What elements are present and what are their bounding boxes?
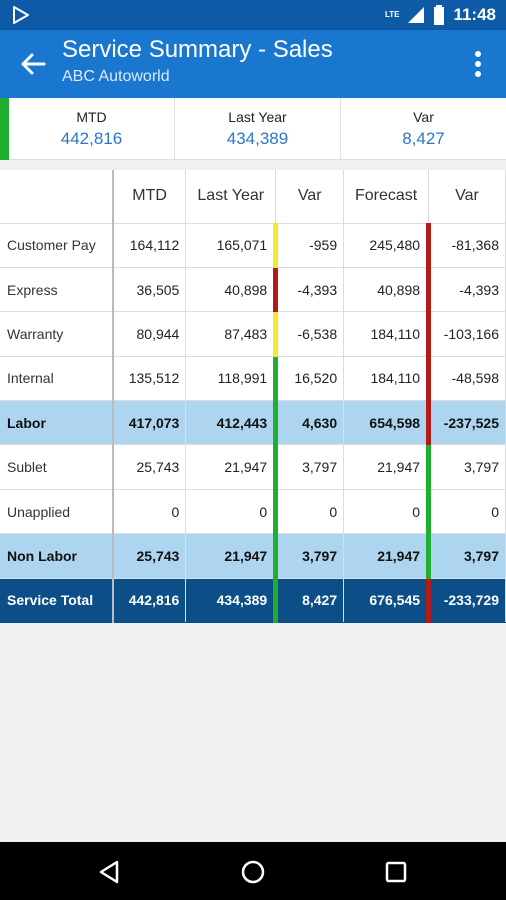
home-circle-icon[interactable] <box>238 857 268 887</box>
network-type-label: LTE <box>384 10 400 19</box>
cell-var: -6,538 <box>273 311 345 357</box>
summary-value: 442,816 <box>60 129 123 148</box>
table-row[interactable]: Customer Pay 164,112 165,071 -959 245,480 -81… <box>0 223 506 268</box>
more-vert-icon[interactable] <box>470 50 486 78</box>
navigation-bar <box>0 842 506 900</box>
cell-forecast: 654,598 <box>343 400 430 446</box>
back-triangle-icon[interactable] <box>95 857 125 887</box>
signal-icon <box>408 7 425 23</box>
cell-var: -959 <box>273 223 345 268</box>
cell-last-year: 21,947 <box>185 444 277 490</box>
cell-last-year: 434,389 <box>185 578 277 624</box>
cell-var: 8,427 <box>273 578 345 624</box>
table-row[interactable]: Non Labor 25,743 21,947 3,797 21,947 3,797 <box>0 533 506 579</box>
column-header-last-year: Last Year <box>185 170 277 224</box>
summary-value: 8,427 <box>402 129 445 148</box>
table-header-row: MTD Last Year Var Forecast Var <box>0 170 506 224</box>
cell-mtd: 0 <box>112 489 187 535</box>
summary-var[interactable]: Var 8,427 <box>341 98 506 159</box>
row-label: Service Total <box>0 578 114 624</box>
summary-accent-bar <box>0 98 9 160</box>
cell-forecast-var: -233,729 <box>426 578 506 624</box>
row-label: Sublet <box>0 444 114 490</box>
cell-mtd: 442,816 <box>112 578 187 624</box>
cell-forecast-var: 3,797 <box>426 533 506 579</box>
cell-mtd: 25,743 <box>112 533 187 579</box>
table-row[interactable]: Labor 417,073 412,443 4,630 654,598 -237,525 <box>0 400 506 446</box>
cell-var: -4,393 <box>273 267 345 313</box>
cell-forecast: 21,947 <box>343 533 430 579</box>
battery-icon <box>434 5 445 25</box>
cell-forecast-var: 0 <box>426 489 506 535</box>
cell-forecast-var: -48,598 <box>426 356 506 402</box>
cell-forecast: 40,898 <box>343 267 430 313</box>
status-time: 11:48 <box>453 5 496 24</box>
summary-label: Var <box>413 109 434 125</box>
table-row[interactable]: Internal 135,512 118,991 16,520 184,110 -48,5… <box>0 356 506 402</box>
summary-last-year[interactable]: Last Year 434,389 <box>175 98 341 159</box>
cell-var: 3,797 <box>273 444 345 490</box>
cell-mtd: 36,505 <box>112 267 187 313</box>
column-header-var: Var <box>275 170 345 224</box>
page-title: Service Summary - Sales <box>62 36 333 63</box>
cell-forecast-var: -81,368 <box>426 223 506 268</box>
summary-label: MTD <box>76 109 107 125</box>
column-header-forecast-var: Var <box>428 170 506 224</box>
status-bar: LTE 11:48 <box>0 0 506 30</box>
cell-forecast-var: -103,166 <box>426 311 506 357</box>
cell-mtd: 135,512 <box>112 356 187 402</box>
app-bar: Service Summary - Sales ABC Autoworld <box>0 30 506 98</box>
column-header-mtd: MTD <box>112 170 187 224</box>
summary-table: MTD Last Year Var Forecast Var Customer … <box>0 170 506 624</box>
row-label: Customer Pay <box>0 223 114 268</box>
cell-forecast: 0 <box>343 489 430 535</box>
cell-forecast: 245,480 <box>343 223 430 268</box>
column-header-forecast: Forecast <box>343 170 430 224</box>
cell-forecast-var: 3,797 <box>426 444 506 490</box>
recents-square-icon[interactable] <box>381 857 411 887</box>
row-label: Non Labor <box>0 533 114 579</box>
cell-last-year: 87,483 <box>185 311 277 357</box>
table-row[interactable]: Sublet 25,743 21,947 3,797 21,947 3,797 <box>0 444 506 490</box>
cell-var: 3,797 <box>273 533 345 579</box>
table-row[interactable]: Express 36,505 40,898 -4,393 40,898 -4,393 <box>0 267 506 313</box>
cell-mtd: 80,944 <box>112 311 187 357</box>
cell-forecast-var: -4,393 <box>426 267 506 313</box>
cell-forecast: 676,545 <box>343 578 430 624</box>
cell-last-year: 118,991 <box>185 356 277 402</box>
row-label: Labor <box>0 400 114 446</box>
row-label: Unapplied <box>0 489 114 535</box>
table-row[interactable]: Unapplied 0 0 0 0 0 <box>0 489 506 535</box>
column-header-category <box>0 170 114 224</box>
cell-last-year: 165,071 <box>185 223 277 268</box>
cell-var: 0 <box>273 489 345 535</box>
cell-var: 4,630 <box>273 400 345 446</box>
cell-forecast: 184,110 <box>343 356 430 402</box>
cell-mtd: 164,112 <box>112 223 187 268</box>
summary-value: 434,389 <box>226 129 289 148</box>
cell-mtd: 417,073 <box>112 400 187 446</box>
cell-last-year: 412,443 <box>185 400 277 446</box>
summary-panel: MTD 442,816 Last Year 434,389 Var 8,427 <box>0 98 506 160</box>
page-subtitle: ABC Autoworld <box>62 68 170 85</box>
cell-last-year: 21,947 <box>185 533 277 579</box>
play-store-icon <box>13 6 29 24</box>
cell-forecast-var: -237,525 <box>426 400 506 446</box>
table-row[interactable]: Warranty 80,944 87,483 -6,538 184,110 -103,16… <box>0 311 506 357</box>
summary-label: Last Year <box>228 109 287 125</box>
cell-mtd: 25,743 <box>112 444 187 490</box>
summary-mtd[interactable]: MTD 442,816 <box>9 98 175 159</box>
arrow-back-icon[interactable] <box>18 48 50 80</box>
cell-last-year: 40,898 <box>185 267 277 313</box>
cell-forecast: 21,947 <box>343 444 430 490</box>
row-label: Internal <box>0 356 114 402</box>
cell-last-year: 0 <box>185 489 277 535</box>
row-label: Express <box>0 267 114 313</box>
row-label: Warranty <box>0 311 114 357</box>
cell-forecast: 184,110 <box>343 311 430 357</box>
table-row[interactable]: Service Total 442,816 434,389 8,427 676,545-… <box>0 578 506 624</box>
cell-var: 16,520 <box>273 356 345 402</box>
